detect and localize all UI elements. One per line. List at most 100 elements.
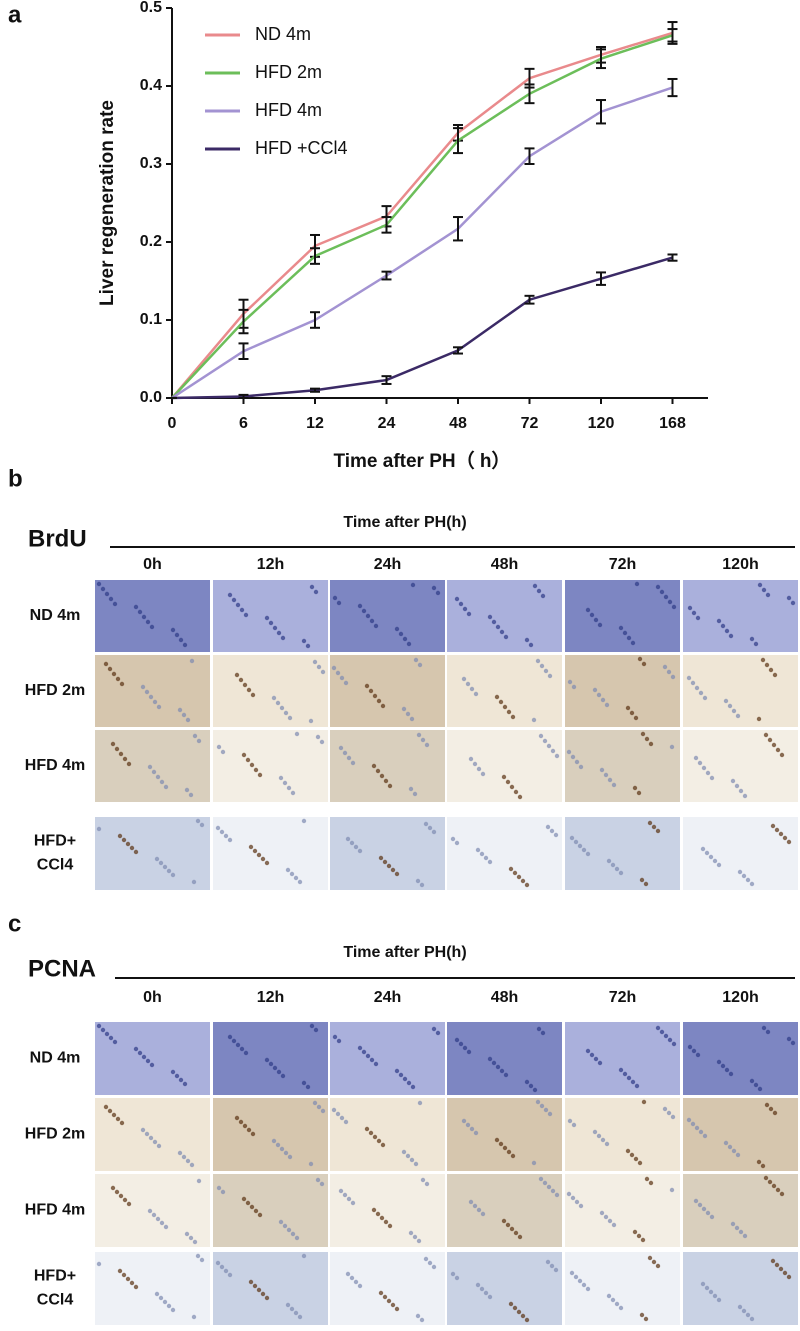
nucleus bbox=[386, 863, 392, 869]
nucleus bbox=[335, 1111, 341, 1117]
nucleus bbox=[260, 856, 266, 862]
nucleus bbox=[188, 1235, 194, 1241]
nucleus bbox=[503, 1072, 509, 1078]
nucleus bbox=[182, 1081, 188, 1087]
nucleus bbox=[379, 773, 385, 779]
nucleus bbox=[547, 673, 553, 679]
nucleus bbox=[760, 1163, 766, 1169]
nucleus bbox=[174, 1073, 180, 1079]
nucleus bbox=[394, 626, 400, 632]
nucleus bbox=[659, 1029, 665, 1035]
y-tick-label: 0.2 bbox=[140, 233, 162, 250]
nucleus bbox=[625, 1148, 631, 1154]
nucleus bbox=[571, 1122, 577, 1128]
nucleus bbox=[651, 824, 657, 830]
row-label: CCl4 bbox=[37, 1292, 74, 1309]
nucleus bbox=[549, 828, 555, 834]
nucleus bbox=[566, 1191, 572, 1197]
nucleus bbox=[767, 737, 773, 743]
nucleus bbox=[104, 591, 110, 597]
nucleus bbox=[336, 1038, 342, 1044]
nucleus bbox=[577, 843, 583, 849]
nucleus bbox=[415, 878, 421, 884]
nucleus bbox=[264, 1295, 270, 1301]
nucleus bbox=[110, 741, 116, 747]
nucleus bbox=[431, 829, 437, 835]
nucleus bbox=[690, 680, 696, 686]
nucleus bbox=[671, 1041, 677, 1047]
nucleus bbox=[424, 742, 430, 748]
nucleus bbox=[727, 1144, 733, 1150]
nucleus bbox=[647, 820, 653, 826]
nucleus bbox=[539, 663, 545, 669]
nucleus bbox=[278, 1219, 284, 1225]
nucleus bbox=[316, 1104, 322, 1110]
legend-label: ND 4m bbox=[255, 24, 311, 44]
nucleus bbox=[301, 1253, 307, 1259]
nucleus bbox=[170, 627, 176, 633]
nucleus bbox=[184, 1231, 190, 1237]
micrograph bbox=[683, 817, 798, 890]
nucleus bbox=[152, 699, 158, 705]
nucleus bbox=[158, 1295, 164, 1301]
nucleus bbox=[162, 1299, 168, 1305]
nucleus bbox=[141, 614, 147, 620]
nucleus bbox=[512, 1305, 518, 1311]
nucleus bbox=[593, 1056, 599, 1062]
nucleus bbox=[473, 691, 479, 697]
nucleus bbox=[702, 695, 708, 701]
nucleus bbox=[720, 623, 726, 629]
nucleus bbox=[235, 602, 241, 608]
nucleus bbox=[371, 1207, 377, 1213]
nucleus bbox=[513, 789, 519, 795]
nucleus bbox=[140, 684, 146, 690]
nucleus bbox=[231, 597, 237, 603]
micrograph bbox=[447, 1174, 562, 1247]
panel-label: a bbox=[8, 1, 22, 28]
nucleus bbox=[554, 1192, 560, 1198]
nucleus bbox=[757, 1086, 763, 1092]
nucleus bbox=[246, 687, 252, 693]
nucleus bbox=[483, 855, 489, 861]
nucleus bbox=[604, 1141, 610, 1147]
nucleus bbox=[517, 1234, 523, 1240]
nucleus bbox=[402, 1076, 408, 1082]
nucleus bbox=[667, 599, 673, 605]
nucleus bbox=[413, 1161, 419, 1167]
nucleus bbox=[357, 1045, 363, 1051]
nucleus bbox=[376, 1138, 382, 1144]
nucleus bbox=[546, 743, 552, 749]
row-label: HFD+ bbox=[34, 1268, 76, 1285]
stain-label: PCNA bbox=[28, 955, 96, 982]
nucleus bbox=[655, 828, 661, 834]
nucleus bbox=[765, 1029, 771, 1035]
micrograph bbox=[213, 580, 328, 652]
nucleus bbox=[466, 611, 472, 617]
nucleus bbox=[416, 1238, 422, 1244]
nucleus bbox=[581, 1282, 587, 1288]
nucleus bbox=[724, 1067, 730, 1073]
nucleus bbox=[786, 1274, 792, 1280]
nucleus bbox=[149, 624, 155, 630]
nucleus bbox=[431, 585, 437, 591]
nucleus bbox=[545, 1259, 551, 1265]
nucleus bbox=[279, 1146, 285, 1152]
nucleus bbox=[368, 688, 374, 694]
nucleus bbox=[630, 1079, 636, 1085]
nucleus bbox=[503, 634, 509, 640]
nucleus bbox=[152, 1139, 158, 1145]
nucleus bbox=[749, 636, 755, 642]
nucleus bbox=[745, 877, 751, 883]
nucleus bbox=[468, 756, 474, 762]
nucleus bbox=[220, 1189, 226, 1195]
nucleus bbox=[260, 1291, 266, 1297]
nucleus bbox=[610, 1297, 616, 1303]
nucleus bbox=[408, 786, 414, 792]
error-bar bbox=[381, 270, 392, 281]
nucleus bbox=[159, 1220, 165, 1226]
nucleus bbox=[417, 1100, 423, 1106]
nucleus bbox=[741, 873, 747, 879]
nucleus bbox=[670, 674, 676, 680]
nucleus bbox=[550, 748, 556, 754]
